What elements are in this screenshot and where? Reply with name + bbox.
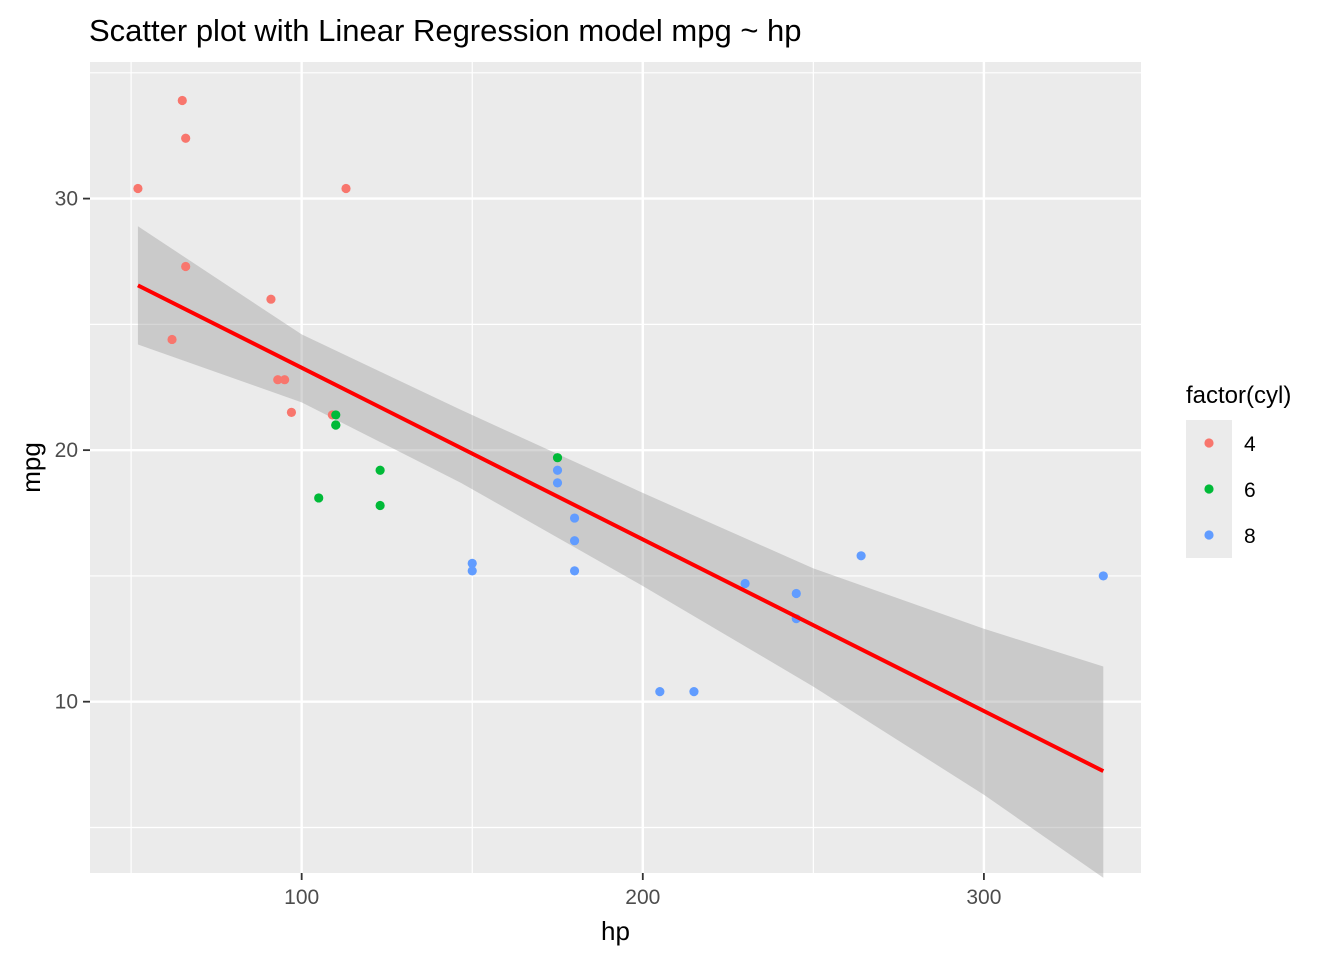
data-point-cyl-6 (552, 453, 563, 463)
data-point-cyl-6 (375, 465, 385, 475)
data-point-cyl-4 (266, 294, 276, 304)
data-point-cyl-6 (331, 410, 341, 420)
x-tick-label: 100 (284, 886, 319, 909)
plot-panel (90, 62, 1141, 873)
y-tick-label: 10 (55, 691, 78, 714)
data-point-cyl-8 (740, 578, 750, 589)
y-tick-label: 30 (55, 188, 78, 211)
data-point-cyl-6 (314, 493, 324, 503)
data-point-cyl-8 (569, 513, 580, 523)
x-axis: 100 200 300 (284, 873, 1001, 909)
data-point-cyl-8 (791, 588, 801, 599)
data-point-cyl-8 (655, 687, 665, 697)
data-point-cyl-4 (181, 133, 191, 143)
data-point-cyl-8 (552, 478, 563, 488)
legend-title: factor(cyl) (1186, 382, 1291, 409)
data-point-cyl-8 (467, 566, 477, 576)
data-point-cyl-4 (341, 183, 351, 194)
data-point-cyl-8 (569, 566, 580, 576)
grid-minor (90, 62, 1141, 873)
legend-key-point-4 (1204, 438, 1214, 448)
data-point-cyl-4 (273, 375, 283, 385)
data-point-cyl-6 (331, 420, 341, 430)
data-point-cyl-8 (689, 687, 699, 697)
data-point-cyl-8 (552, 465, 563, 475)
data-point-cyl-4 (286, 407, 297, 418)
data-point-cyl-4 (181, 261, 191, 272)
legend-key-point-8 (1204, 530, 1214, 540)
data-point-cyl-4 (280, 375, 290, 385)
legend-label-8: 8 (1244, 525, 1256, 548)
legend: factor(cyl) 4 6 8 (1186, 382, 1291, 558)
y-axis: 10 20 30 (55, 188, 90, 714)
regression-line (137, 283, 1105, 773)
x-axis-title: hp (601, 916, 630, 946)
x-tick-label: 300 (966, 886, 1001, 909)
data-point-cyl-8 (1098, 571, 1108, 581)
data-point-cyl-4 (133, 183, 143, 194)
data-point-cyl-4 (167, 334, 177, 345)
data-point-cyl-6 (375, 500, 385, 511)
legend-key-point-6 (1204, 484, 1214, 494)
data-point-cyl-8 (856, 551, 866, 561)
data-point-cyl-4 (177, 95, 187, 106)
points-layer (133, 95, 1108, 697)
x-tick-label: 200 (625, 886, 660, 909)
confidence-band-layer (137, 226, 1104, 878)
regression-layer (137, 283, 1105, 773)
data-point-cyl-8 (569, 536, 580, 546)
y-tick-label: 20 (55, 439, 78, 462)
y-axis-title: mpg (16, 442, 46, 493)
data-point-cyl-8 (467, 558, 477, 568)
legend-label-4: 4 (1244, 433, 1256, 456)
legend-label-6: 6 (1244, 479, 1256, 502)
confidence-band (137, 226, 1104, 878)
chart-title: Scatter plot with Linear Regression mode… (89, 13, 802, 48)
